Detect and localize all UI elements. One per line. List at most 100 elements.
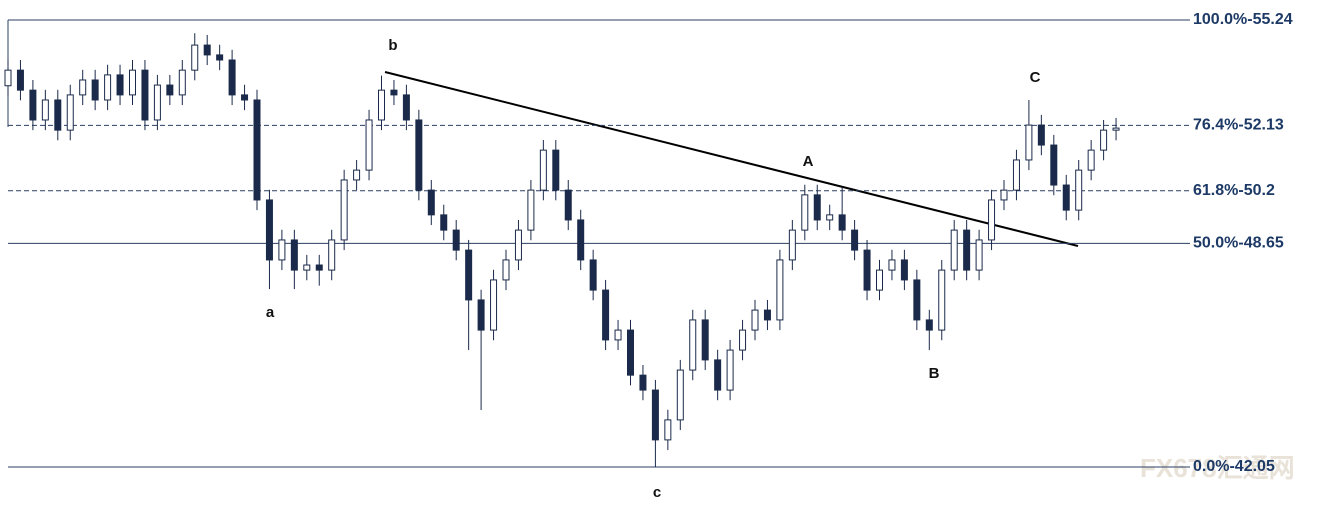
candle-body <box>390 89 398 96</box>
candle-body <box>502 259 510 281</box>
candle-body <box>365 119 373 171</box>
candle-body <box>1050 144 1058 186</box>
candle-body <box>689 319 697 371</box>
candle-body <box>577 219 585 261</box>
candle-body <box>54 99 62 131</box>
candle-body <box>265 199 273 261</box>
candle-body <box>477 299 485 331</box>
candle-body <box>552 149 560 191</box>
candle-body <box>614 329 622 341</box>
candle-body <box>241 94 249 101</box>
fib-level-label: 61.8%-50.2 <box>1193 182 1275 199</box>
candle-body <box>29 89 37 121</box>
candle-body <box>116 74 124 96</box>
candle-body <box>1037 124 1045 146</box>
fib-level-label: 0.0%-42.05 <box>1193 458 1275 475</box>
candle-body <box>427 189 435 216</box>
candle-body <box>651 389 659 441</box>
candle-body <box>66 94 74 131</box>
candle-body <box>16 69 24 91</box>
candle-body <box>490 279 498 331</box>
fib-level-label: 50.0%-48.65 <box>1193 235 1284 252</box>
candle-body <box>1012 159 1020 191</box>
candle-body <box>129 69 136 96</box>
candle-body <box>41 99 49 121</box>
candle-body <box>440 214 448 231</box>
candle-body <box>564 189 572 221</box>
candle-body <box>141 69 149 121</box>
wave-label: a <box>266 304 275 321</box>
trend-line <box>384 71 1079 247</box>
candle-body <box>191 44 199 71</box>
candle-body <box>527 189 535 231</box>
candle-body <box>104 74 112 101</box>
candle-body <box>353 169 361 181</box>
candle-body <box>988 199 996 241</box>
candle-body <box>714 359 722 391</box>
candle-body <box>91 79 99 101</box>
candle-body <box>701 319 709 361</box>
candle-body <box>1062 184 1070 211</box>
candle-body <box>938 269 946 331</box>
candle-body <box>228 59 236 96</box>
wave-label: c <box>653 484 661 501</box>
candle-body <box>963 229 971 271</box>
candle-body <box>216 54 224 61</box>
candle-body <box>166 84 174 96</box>
candle-body <box>751 309 759 331</box>
candle-body <box>739 329 747 351</box>
candle-body <box>801 194 809 231</box>
candle-body <box>1075 169 1083 211</box>
candle-body <box>415 119 423 191</box>
candle-body <box>664 419 672 441</box>
candle-body <box>1025 124 1033 161</box>
candle-body <box>278 239 286 261</box>
candle-body <box>514 229 522 261</box>
candle-body <box>813 194 821 221</box>
candle-body <box>1100 129 1108 151</box>
candle-body <box>826 214 834 221</box>
candle-body <box>950 229 958 271</box>
candle-body <box>465 249 473 301</box>
candle-body <box>1112 127 1120 131</box>
wave-label: C <box>1030 69 1041 86</box>
candle-body <box>1000 189 1008 201</box>
candle-body <box>378 89 385 121</box>
wave-label: B <box>929 365 940 382</box>
fib-level-label: 76.4%-52.13 <box>1193 117 1284 134</box>
wave-label: b <box>388 37 397 54</box>
candle-body <box>788 229 796 261</box>
candle-body <box>975 239 983 271</box>
candle-body <box>290 239 298 271</box>
candle-body <box>726 349 734 391</box>
candle-body <box>863 249 871 291</box>
candle-body <box>876 269 883 291</box>
candle-body <box>763 309 771 321</box>
watermark: FX678汇通网 <box>1140 453 1295 483</box>
candle-body <box>602 289 610 341</box>
candle-body <box>153 84 161 121</box>
candle-body <box>676 369 684 421</box>
candle-body <box>178 69 186 96</box>
candle-body <box>539 149 547 191</box>
wave-label: A <box>803 153 814 170</box>
candle-body <box>776 259 784 321</box>
fib-level-label: 100.0%-55.24 <box>1193 11 1293 28</box>
candle-body <box>402 94 410 121</box>
candle-body <box>1087 149 1095 171</box>
candle-body <box>328 239 336 271</box>
candle-body <box>79 79 87 96</box>
candle-body <box>925 319 933 331</box>
candle-body <box>589 259 597 291</box>
candle-body <box>452 229 460 251</box>
candle-body <box>639 374 647 391</box>
candle-body <box>627 329 634 376</box>
candle-body <box>838 214 846 231</box>
candle-body <box>913 279 921 321</box>
candle-body <box>851 229 859 251</box>
candle-body <box>4 69 12 87</box>
candle-body <box>900 259 908 281</box>
candle-body <box>315 264 323 271</box>
candle-body <box>253 99 261 201</box>
